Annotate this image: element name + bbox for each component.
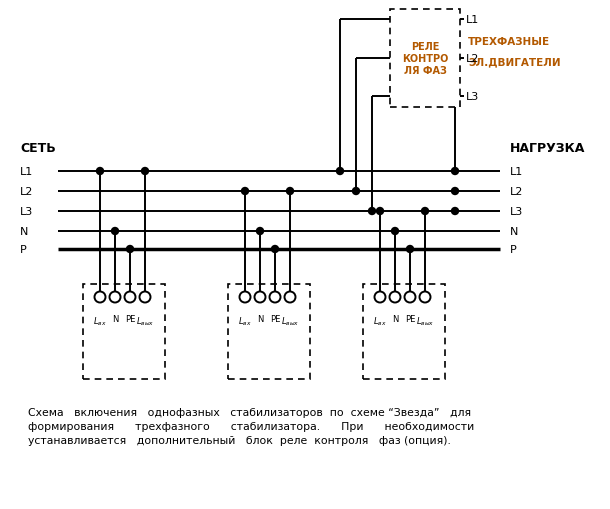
Circle shape [451, 188, 459, 195]
Circle shape [124, 292, 135, 303]
Text: P: P [510, 244, 517, 254]
Text: формирования      трехфазного      стабилизатора.      При      необходимости: формирования трехфазного стабилизатора. … [28, 421, 474, 431]
Bar [228, 285, 310, 379]
Circle shape [390, 292, 401, 303]
Text: $L_{вх}$: $L_{вх}$ [238, 315, 252, 327]
Circle shape [376, 208, 384, 215]
Circle shape [140, 292, 151, 303]
Circle shape [451, 208, 459, 215]
Text: L1: L1 [466, 15, 479, 25]
Text: L2: L2 [20, 187, 34, 196]
Circle shape [271, 246, 279, 253]
Text: $L_{вых}$: $L_{вых}$ [136, 315, 154, 327]
Bar [390, 10, 460, 108]
Text: СЕТЬ: СЕТЬ [20, 141, 56, 154]
Circle shape [406, 246, 414, 253]
Circle shape [375, 292, 386, 303]
Text: N: N [20, 227, 29, 237]
Text: $L_{вх}$: $L_{вх}$ [373, 315, 387, 327]
Text: НАГРУЗКА: НАГРУЗКА [510, 141, 586, 154]
Text: L2: L2 [466, 54, 479, 64]
Circle shape [270, 292, 281, 303]
Text: N: N [392, 315, 398, 323]
Circle shape [451, 168, 459, 175]
Text: PE: PE [405, 315, 415, 323]
Text: РЕЛЕ
КОНТРО
ЛЯ ФАЗ: РЕЛЕ КОНТРО ЛЯ ФАЗ [402, 42, 448, 75]
Text: L1: L1 [20, 166, 34, 177]
Circle shape [256, 228, 264, 235]
Text: L3: L3 [510, 207, 523, 216]
Circle shape [126, 246, 134, 253]
Circle shape [337, 168, 343, 175]
Text: L3: L3 [466, 92, 479, 102]
Circle shape [112, 228, 118, 235]
Circle shape [240, 292, 251, 303]
Text: ЭЛ.ДВИГАТЕЛИ: ЭЛ.ДВИГАТЕЛИ [468, 57, 561, 67]
Text: устанавливается   дополнительный   блок  реле  контроля   фаз (опция).: устанавливается дополнительный блок реле… [28, 435, 451, 445]
Circle shape [368, 208, 376, 215]
Circle shape [142, 168, 148, 175]
Text: N: N [510, 227, 518, 237]
Circle shape [242, 188, 248, 195]
Circle shape [404, 292, 415, 303]
Circle shape [110, 292, 121, 303]
Text: L1: L1 [510, 166, 523, 177]
Circle shape [96, 168, 104, 175]
Text: P: P [20, 244, 27, 254]
Text: Схема   включения   однофазных   стабилизаторов  по  схеме “Звезда”   для: Схема включения однофазных стабилизаторо… [28, 407, 471, 417]
Text: ТРЕХФАЗНЫЕ: ТРЕХФАЗНЫЕ [468, 37, 550, 47]
Text: N: N [112, 315, 118, 323]
Circle shape [95, 292, 106, 303]
Text: L3: L3 [20, 207, 34, 216]
Circle shape [422, 208, 428, 215]
Circle shape [254, 292, 265, 303]
Circle shape [392, 228, 398, 235]
Text: PE: PE [125, 315, 135, 323]
Circle shape [287, 188, 293, 195]
Text: $L_{вых}$: $L_{вых}$ [281, 315, 299, 327]
Text: $L_{вх}$: $L_{вх}$ [93, 315, 107, 327]
Circle shape [420, 292, 431, 303]
Circle shape [284, 292, 295, 303]
Text: $L_{вых}$: $L_{вых}$ [416, 315, 434, 327]
Text: PE: PE [270, 315, 280, 323]
Text: L2: L2 [510, 187, 523, 196]
Bar [363, 285, 445, 379]
Bar [83, 285, 165, 379]
Circle shape [353, 188, 359, 195]
Text: N: N [257, 315, 263, 323]
